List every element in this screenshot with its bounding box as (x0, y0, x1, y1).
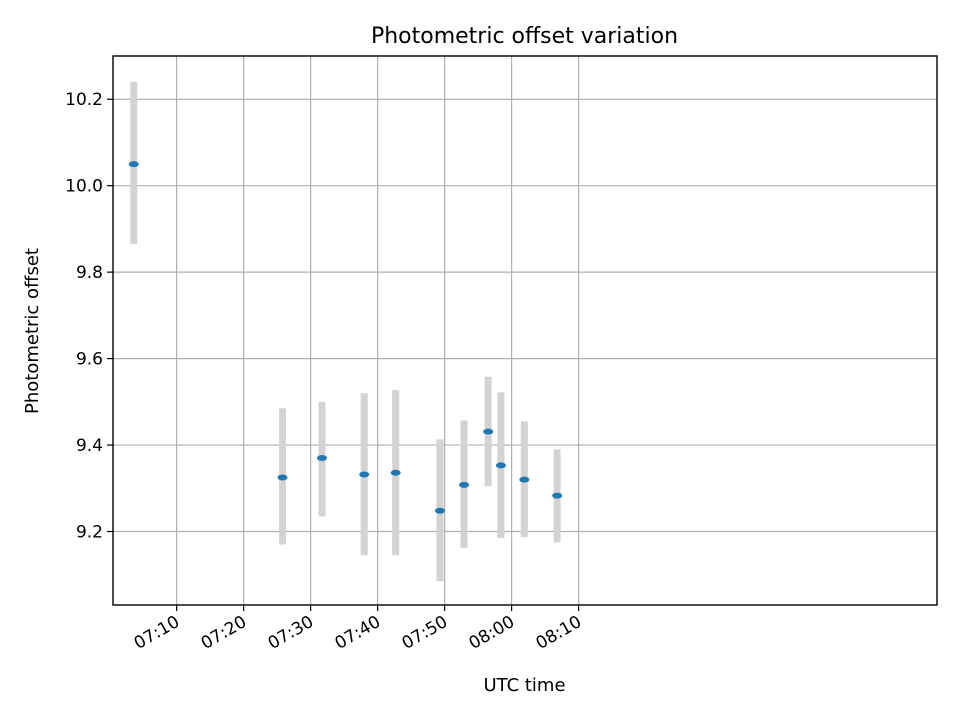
x-tick-label: 07:20 (198, 612, 250, 654)
data-point (317, 455, 328, 462)
x-tick-label: 07:40 (332, 612, 384, 654)
data-points (128, 161, 563, 514)
error-bars (130, 81, 561, 582)
data-point (128, 161, 139, 168)
data-point (434, 507, 445, 514)
x-tick-label: 08:00 (466, 612, 518, 654)
plot-frame (112, 55, 938, 606)
y-tick-label: 9.6 (76, 350, 103, 370)
y-tick-label: 9.4 (76, 436, 103, 456)
x-axis: 07:10 07:20 07:30 07:40 07:50 08:00 08:10 (131, 605, 585, 654)
y-tick-label: 10.0 (65, 177, 103, 197)
data-point (277, 474, 288, 481)
y-tick-label: 10.2 (65, 90, 103, 110)
x-tick-label: 08:10 (533, 612, 585, 654)
data-point (459, 481, 470, 488)
data-point (519, 476, 530, 483)
x-tick-label: 07:50 (399, 612, 451, 654)
y-tick-label: 9.8 (76, 263, 103, 283)
data-point (483, 428, 494, 435)
y-axis-label: Photometric offset (22, 248, 43, 414)
data-point (359, 471, 370, 478)
x-axis-label: UTC time (483, 675, 565, 696)
x-tick-label: 07:10 (131, 612, 183, 654)
data-point (390, 469, 401, 476)
data-point (552, 492, 563, 499)
y-tick-label: 9.2 (76, 523, 103, 543)
y-axis: 9.2 9.4 9.6 9.8 10.0 10.2 (65, 90, 113, 543)
chart-title: Photometric offset variation (371, 24, 678, 49)
data-point (495, 462, 506, 469)
x-tick-label: 07:30 (265, 612, 317, 654)
